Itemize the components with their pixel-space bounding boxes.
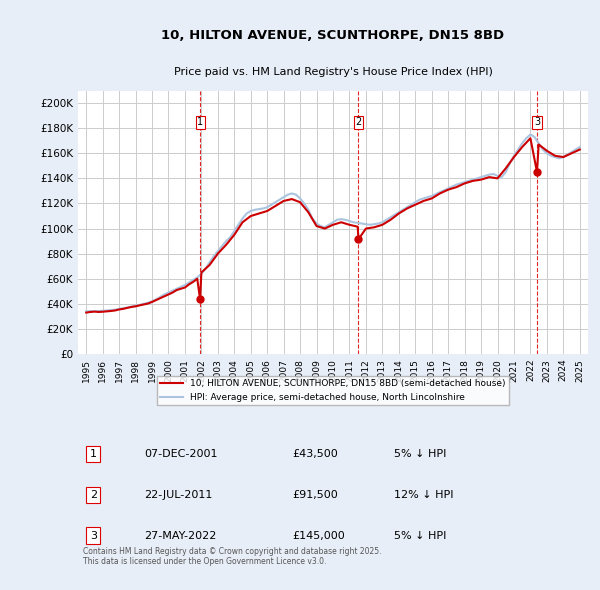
- Text: 5% ↓ HPI: 5% ↓ HPI: [394, 531, 446, 541]
- Text: 3: 3: [534, 117, 540, 127]
- Text: Price paid vs. HM Land Registry's House Price Index (HPI): Price paid vs. HM Land Registry's House …: [173, 67, 493, 77]
- Text: 22-JUL-2011: 22-JUL-2011: [145, 490, 212, 500]
- Text: 5% ↓ HPI: 5% ↓ HPI: [394, 449, 446, 459]
- Text: 10, HILTON AVENUE, SCUNTHORPE, DN15 8BD: 10, HILTON AVENUE, SCUNTHORPE, DN15 8BD: [161, 30, 505, 42]
- Text: 27-MAY-2022: 27-MAY-2022: [145, 531, 217, 541]
- Text: 2: 2: [355, 117, 362, 127]
- Text: 07-DEC-2001: 07-DEC-2001: [145, 449, 218, 459]
- Legend: 10, HILTON AVENUE, SCUNTHORPE, DN15 8BD (semi-detached house), HPI: Average pric: 10, HILTON AVENUE, SCUNTHORPE, DN15 8BD …: [157, 376, 509, 405]
- Text: 12% ↓ HPI: 12% ↓ HPI: [394, 490, 454, 500]
- Text: Contains HM Land Registry data © Crown copyright and database right 2025.
This d: Contains HM Land Registry data © Crown c…: [83, 547, 382, 566]
- Text: £43,500: £43,500: [292, 449, 338, 459]
- Text: 2: 2: [90, 490, 97, 500]
- Text: 3: 3: [90, 531, 97, 541]
- Text: £145,000: £145,000: [292, 531, 345, 541]
- Text: 1: 1: [197, 117, 203, 127]
- Text: £91,500: £91,500: [292, 490, 338, 500]
- Text: 1: 1: [90, 449, 97, 459]
